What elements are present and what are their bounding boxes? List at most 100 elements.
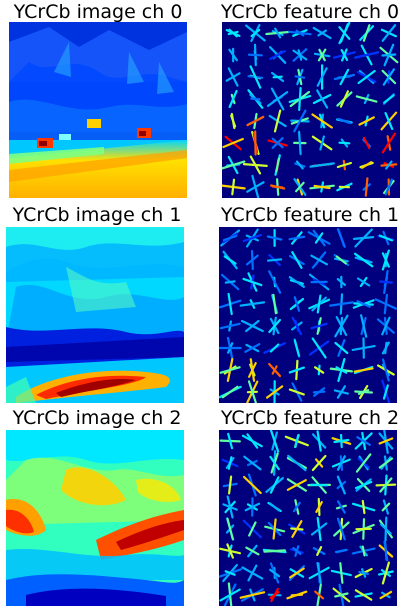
hog-glyph-stroke bbox=[269, 568, 281, 578]
hog-glyph-stroke bbox=[381, 502, 391, 512]
panel-title-feature-ch1: YCrCb feature ch 1 bbox=[220, 204, 400, 226]
hog-glyph-stroke bbox=[338, 26, 351, 40]
hog-glyph-stroke bbox=[379, 590, 393, 600]
hog-glyph-stroke bbox=[354, 51, 379, 59]
feature-ch0-hog-grid bbox=[222, 22, 400, 198]
hog-glyph-stroke bbox=[357, 69, 376, 85]
hog-glyph-stroke bbox=[311, 113, 333, 129]
hog-glyph-stroke bbox=[244, 502, 261, 512]
hog-glyph-stroke bbox=[227, 292, 233, 316]
hog-glyph-stroke bbox=[273, 109, 282, 133]
hog-glyph-stroke bbox=[340, 49, 349, 62]
hog-glyph-stroke bbox=[338, 118, 350, 124]
hog-glyph-stroke bbox=[219, 366, 241, 374]
hog-glyph-stroke bbox=[269, 591, 280, 599]
hog-glyph-stroke bbox=[378, 437, 394, 445]
hog-glyph-stroke bbox=[286, 590, 308, 600]
hog-glyph-stroke bbox=[310, 522, 328, 536]
hog-glyph-stroke bbox=[250, 250, 254, 271]
hog-glyph-stroke bbox=[336, 475, 346, 495]
hog-glyph-stroke bbox=[358, 116, 375, 126]
hog-glyph-stroke bbox=[288, 276, 306, 288]
hog-glyph-stroke bbox=[329, 301, 354, 307]
hog-glyph-stroke bbox=[353, 367, 374, 373]
hog-glyph-stroke bbox=[245, 319, 260, 333]
hog-glyph-stroke bbox=[378, 234, 393, 242]
hog-glyph-stroke bbox=[272, 293, 278, 315]
panel-title-feature-ch2: YCrCb feature ch 2 bbox=[220, 407, 400, 429]
hog-glyph-stroke bbox=[354, 252, 374, 268]
hog-glyph-stroke bbox=[381, 53, 397, 57]
hog-glyph-stroke bbox=[334, 592, 349, 598]
hog-glyph-stroke bbox=[247, 53, 263, 57]
hog-glyph-stroke bbox=[361, 161, 373, 169]
hog-glyph-stroke bbox=[266, 235, 283, 241]
hog-glyph-stroke bbox=[288, 388, 305, 396]
hog-glyph-stroke bbox=[271, 185, 284, 189]
hog-glyph-stroke bbox=[338, 141, 351, 145]
hog-glyph-stroke bbox=[356, 277, 371, 287]
hog-glyph-stroke bbox=[316, 294, 322, 314]
hog-glyph-stroke bbox=[250, 97, 261, 101]
hog-glyph-stroke bbox=[314, 590, 325, 600]
hog-glyph-stroke bbox=[362, 136, 371, 150]
hog-glyph-stroke bbox=[292, 501, 301, 513]
hog-glyph-stroke bbox=[294, 319, 300, 333]
hog-glyph-stroke bbox=[247, 564, 258, 582]
hog-glyph-stroke bbox=[222, 137, 244, 149]
hog-glyph-stroke bbox=[309, 162, 335, 168]
hog-glyph-stroke bbox=[379, 280, 393, 284]
hog-glyph-stroke bbox=[227, 67, 239, 87]
image-ch2-heatmap bbox=[6, 430, 184, 606]
panel-title-feature-ch0: YCrCb feature ch 0 bbox=[220, 1, 400, 23]
hog-glyph-stroke bbox=[268, 270, 282, 294]
hog-glyph-stroke bbox=[268, 318, 282, 334]
hog-glyph-stroke bbox=[239, 591, 266, 599]
hog-glyph-stroke bbox=[339, 562, 344, 584]
hog-glyph-stroke bbox=[287, 454, 307, 472]
hog-glyph-stroke bbox=[336, 228, 346, 248]
hog-glyph-stroke bbox=[311, 337, 327, 359]
hog-glyph-stroke bbox=[317, 48, 327, 62]
hog-glyph-stroke bbox=[316, 430, 322, 452]
hog-glyph-stroke bbox=[274, 27, 282, 39]
hog-glyph-stroke bbox=[249, 155, 262, 175]
hog-glyph-stroke bbox=[269, 476, 280, 494]
hog-glyph-stroke bbox=[355, 453, 372, 473]
hog-glyph-stroke bbox=[378, 457, 394, 469]
hog-glyph-stroke bbox=[335, 366, 348, 374]
hog-glyph-stroke bbox=[248, 521, 257, 537]
hog-glyph-stroke bbox=[381, 316, 391, 336]
hog-glyph-stroke bbox=[374, 298, 397, 310]
hog-glyph-stroke bbox=[286, 479, 307, 491]
feature-ch2-hog-grid bbox=[219, 430, 397, 606]
panel-title-image-ch1: YCrCb image ch 1 bbox=[12, 204, 182, 226]
hog-glyph-stroke bbox=[291, 520, 303, 538]
hog-glyph-stroke bbox=[224, 570, 236, 576]
hog-glyph-stroke bbox=[383, 540, 389, 562]
hog-glyph-stroke bbox=[356, 436, 371, 446]
hog-glyph-stroke bbox=[381, 341, 390, 355]
image-ch0-heatmap bbox=[9, 22, 187, 198]
hog-glyph-stroke bbox=[269, 343, 280, 353]
hog-glyph-stroke bbox=[292, 49, 308, 61]
hog-glyph-stroke bbox=[360, 314, 368, 338]
hog-glyph-stroke bbox=[288, 235, 306, 241]
hog-glyph-stroke bbox=[242, 233, 263, 243]
hog-glyph-stroke bbox=[333, 389, 349, 395]
hog-glyph-stroke bbox=[294, 75, 306, 79]
hog-glyph-stroke bbox=[251, 174, 260, 198]
hog-glyph-stroke bbox=[269, 430, 280, 453]
hog-glyph-stroke bbox=[249, 358, 256, 382]
hog-glyph-stroke bbox=[219, 322, 241, 330]
hog-glyph-stroke bbox=[381, 358, 390, 382]
hog-glyph-stroke bbox=[313, 184, 331, 190]
hog-glyph-stroke bbox=[288, 366, 306, 374]
hog-glyph-stroke bbox=[226, 517, 234, 541]
hog-glyph-stroke bbox=[356, 300, 371, 308]
hog-glyph-stroke bbox=[319, 135, 326, 151]
hog-glyph-stroke bbox=[266, 90, 289, 108]
hog-glyph-stroke bbox=[263, 549, 287, 553]
hog-glyph-stroke bbox=[272, 518, 277, 540]
hog-glyph-stroke bbox=[362, 24, 371, 42]
